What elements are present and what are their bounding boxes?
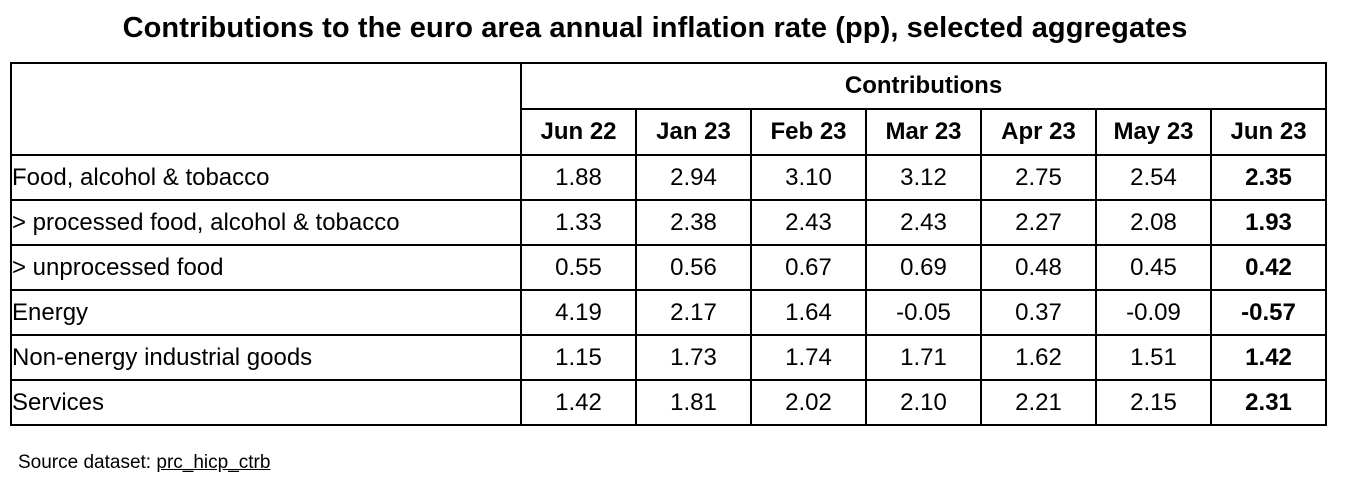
source-prefix: Source dataset: xyxy=(18,452,157,473)
table-row: > unprocessed food 0.55 0.56 0.67 0.69 0.48 0.… xyxy=(10,244,1328,291)
row-label: Energy xyxy=(10,289,522,336)
value-cell: 2.54 xyxy=(1095,154,1212,201)
value-cell: -0.05 xyxy=(865,289,982,336)
table-title: Contributions to the euro area annual in… xyxy=(122,12,1188,44)
table-row: Energy 4.19 2.17 1.64 -0.05 0.37 -0.09 -0.57 xyxy=(10,289,1328,336)
value-cell: 1.42 xyxy=(1209,334,1328,381)
value-cell: 2.08 xyxy=(1095,199,1212,246)
value-cell: 0.56 xyxy=(635,244,752,291)
value-cell: 1.73 xyxy=(635,334,752,381)
value-cell: 2.02 xyxy=(750,379,867,426)
value-cell: 2.38 xyxy=(635,199,752,246)
row-label: > processed food, alcohol & tobacco xyxy=(10,199,522,246)
value-cell: 2.31 xyxy=(1209,379,1328,426)
value-cell: 2.10 xyxy=(865,379,982,426)
value-cell: 2.27 xyxy=(980,199,1097,246)
value-cell: 0.69 xyxy=(865,244,982,291)
value-cell: 1.51 xyxy=(1095,334,1212,381)
value-cell: 1.62 xyxy=(980,334,1097,381)
corner-cell xyxy=(10,62,522,156)
value-cell: 1.88 xyxy=(520,154,637,201)
value-cell: 0.67 xyxy=(750,244,867,291)
value-cell: -0.09 xyxy=(1095,289,1212,336)
value-cell: 2.75 xyxy=(980,154,1097,201)
column-header: Jun 23 xyxy=(1209,108,1328,156)
value-cell: 2.43 xyxy=(750,199,867,246)
group-header: Contributions xyxy=(519,62,1328,110)
source-dataset-link[interactable]: prc_hicp_ctrb xyxy=(156,452,271,473)
value-cell: 1.15 xyxy=(520,334,637,381)
value-cell: 1.42 xyxy=(520,379,637,426)
value-cell: 0.42 xyxy=(1209,244,1328,291)
source-note: Source dataset: prc_hicp_ctrb xyxy=(18,452,270,474)
value-cell: 3.10 xyxy=(750,154,867,201)
value-cell: 2.94 xyxy=(635,154,752,201)
contributions-table: Contributions Jun 22 Jan 23 Feb 23 Mar 23 Ap… xyxy=(10,62,1328,426)
row-label: Non-energy industrial goods xyxy=(10,334,522,381)
value-cell: 1.33 xyxy=(520,199,637,246)
value-cell: 1.81 xyxy=(635,379,752,426)
column-header-row: Jun 22 Jan 23 Feb 23 Mar 23 Apr 23 May 23 Jun … xyxy=(11,108,1328,156)
table-row: > processed food, alcohol & tobacco 1.33 2… xyxy=(10,199,1328,246)
value-cell: -0.57 xyxy=(1209,289,1328,336)
table-body: Food, alcohol & tobacco 1.88 2.94 3.10 3.12 2… xyxy=(10,154,1328,426)
value-cell: 2.21 xyxy=(980,379,1097,426)
value-cell: 0.48 xyxy=(980,244,1097,291)
value-cell: 1.71 xyxy=(865,334,982,381)
column-header: Mar 23 xyxy=(865,108,982,156)
table-row: Non-energy industrial goods 1.15 1.73 1.74 1… xyxy=(10,334,1328,381)
column-header: Jun 22 xyxy=(520,108,637,156)
value-cell: 2.43 xyxy=(865,199,982,246)
value-cell: 4.19 xyxy=(520,289,637,336)
row-label: Food, alcohol & tobacco xyxy=(10,154,522,201)
row-label: > unprocessed food xyxy=(10,244,522,291)
value-cell: 1.93 xyxy=(1209,199,1328,246)
row-label: Services xyxy=(10,379,522,426)
value-cell: 0.55 xyxy=(520,244,637,291)
table-row: Services 1.42 1.81 2.02 2.10 2.21 2.15 2.31 xyxy=(10,379,1328,426)
column-header: Feb 23 xyxy=(750,108,867,156)
value-cell: 0.37 xyxy=(980,289,1097,336)
column-header: May 23 xyxy=(1095,108,1212,156)
value-cell: 2.17 xyxy=(635,289,752,336)
column-header: Apr 23 xyxy=(980,108,1097,156)
table-row: Food, alcohol & tobacco 1.88 2.94 3.10 3.12 2… xyxy=(10,154,1328,201)
value-cell: 1.74 xyxy=(750,334,867,381)
value-cell: 2.35 xyxy=(1209,154,1328,201)
value-cell: 0.45 xyxy=(1095,244,1212,291)
column-header: Jan 23 xyxy=(635,108,752,156)
value-cell: 3.12 xyxy=(865,154,982,201)
value-cell: 2.15 xyxy=(1095,379,1212,426)
value-cell: 1.64 xyxy=(750,289,867,336)
